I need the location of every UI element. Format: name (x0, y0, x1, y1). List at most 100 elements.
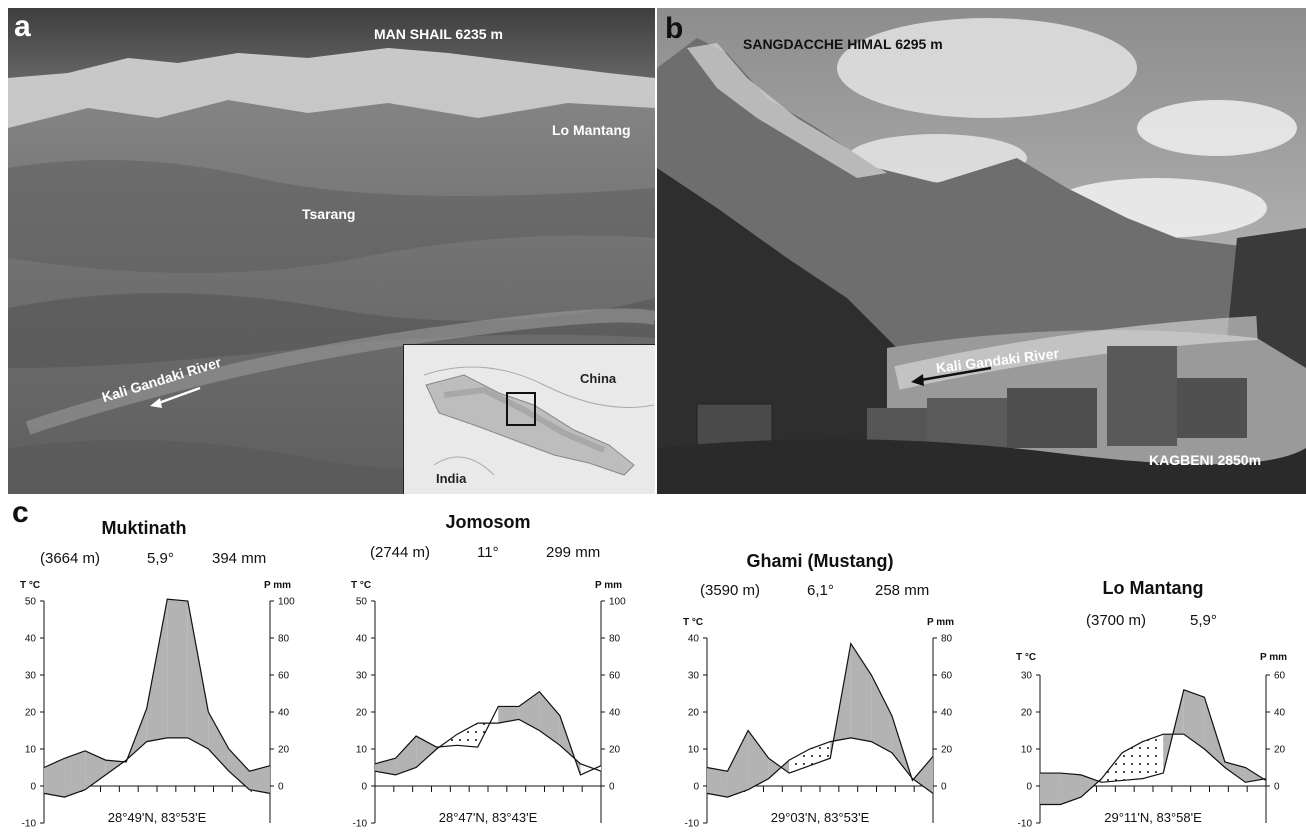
temp-tick-label: 40 (356, 634, 368, 645)
humid-area (498, 706, 519, 724)
precip-tick-label: 60 (1274, 671, 1286, 682)
station-info: 5,9° (147, 550, 174, 567)
axis-label-temp: T °C (1016, 652, 1036, 663)
temperature-line (1040, 733, 1267, 806)
humid-area (518, 691, 540, 731)
station-info: 5,9° (1190, 612, 1217, 629)
axis-label-temp: T °C (351, 580, 371, 591)
precipitation-line (374, 690, 602, 776)
humid-area (727, 730, 749, 798)
precip-tick-label: 100 (278, 597, 295, 608)
precip-tick-label: 80 (609, 634, 621, 645)
temp-tick-label: 0 (361, 782, 367, 793)
humid-area (187, 601, 209, 749)
axis-label-temp: T °C (20, 580, 40, 591)
axis-label-precip: P mm (1260, 652, 1287, 663)
precip-tick-label: 40 (941, 708, 953, 719)
precip-tick-label: 20 (941, 745, 953, 756)
temperature-line (706, 737, 934, 798)
temp-tick-label: 50 (25, 597, 37, 608)
station-info: 258 mm (875, 582, 929, 599)
humid-area (1040, 773, 1061, 805)
panel-letter-a: a (14, 10, 31, 43)
temp-tick-label: 20 (688, 708, 700, 719)
label-sangdacche-himal: SANGDACCHE HIMAL 6295 m (743, 36, 943, 52)
precip-tick-label: 20 (278, 745, 290, 756)
station-coordinates: 29°03'N, 83°53'E (771, 810, 870, 825)
precip-tick-label: 100 (609, 597, 626, 608)
humid-area (748, 730, 769, 790)
precipitation-line (1040, 689, 1267, 783)
precip-tick-label: 0 (278, 782, 284, 793)
temp-tick-label: 30 (688, 671, 700, 682)
humid-area (539, 691, 560, 746)
temp-tick-label: 40 (25, 634, 37, 645)
panel-letter-c: c (12, 496, 29, 529)
station-info: (3590 m) (700, 582, 760, 599)
temp-tick-label: -10 (353, 819, 368, 830)
inset-label-india: India (436, 471, 467, 486)
axis-label-precip: P mm (264, 580, 291, 591)
precip-tick-label: 20 (609, 745, 621, 756)
precip-tick-label: 0 (1274, 782, 1280, 793)
photo-panel-a: a MAN SHAIL 6235 m Lo Mantang Tsarang Ka… (8, 8, 655, 494)
precip-tick-label: 80 (941, 634, 953, 645)
precipitation-line (706, 641, 934, 782)
humid-area (249, 765, 270, 794)
humid-area (1224, 761, 1246, 783)
precip-tick-label: 0 (941, 782, 947, 793)
inset-label-china: China (580, 371, 617, 386)
temp-tick-label: 30 (25, 671, 37, 682)
temp-tick-label: 50 (356, 597, 368, 608)
arid-area (457, 723, 478, 748)
temperature-line (374, 718, 602, 776)
precip-tick-label: 60 (609, 671, 621, 682)
station-info: 299 mm (546, 544, 600, 561)
temp-tick-label: 40 (688, 634, 700, 645)
precip-tick-label: 40 (609, 708, 621, 719)
station-info: (2744 m) (370, 544, 430, 561)
precip-tick-label: 60 (941, 671, 953, 682)
temperature-line (43, 737, 271, 798)
station-info: 11° (477, 544, 499, 561)
label-lo-mantang: Lo Mantang (552, 122, 631, 138)
humid-area (167, 599, 188, 738)
precip-tick-label: 20 (1274, 745, 1286, 756)
precip-tick-label: 60 (278, 671, 290, 682)
temp-tick-label: 10 (356, 745, 368, 756)
humid-area (146, 599, 168, 742)
arid-area (1142, 734, 1164, 779)
precip-tick-label: 0 (609, 782, 615, 793)
temp-tick-label: -10 (22, 819, 37, 830)
chart-title: Ghami (Mustang) (747, 551, 894, 571)
temp-tick-label: 10 (25, 745, 37, 756)
temp-tick-label: 10 (1021, 745, 1033, 756)
humid-area (375, 758, 396, 775)
humid-area (395, 736, 417, 775)
temp-tick-label: 20 (356, 708, 368, 719)
axis-label-precip: P mm (927, 617, 954, 628)
temp-tick-label: 10 (688, 745, 700, 756)
station-coordinates: 28°47'N, 83°43'E (439, 810, 538, 825)
arid-area (1122, 741, 1143, 781)
precip-tick-label: 40 (278, 708, 290, 719)
humid-area (1060, 773, 1082, 805)
humid-area (1183, 689, 1205, 749)
precip-tick-label: 80 (278, 634, 290, 645)
humid-area (871, 675, 892, 753)
panel-letter-b: b (665, 12, 684, 45)
temp-tick-label: 0 (1026, 782, 1032, 793)
label-kagbeni: KAGBENI 2850m (1149, 452, 1262, 468)
temp-tick-label: 30 (1021, 671, 1033, 682)
temp-tick-label: 20 (25, 708, 37, 719)
river-arrow-b (911, 366, 992, 386)
label-tsarang: Tsarang (302, 206, 356, 222)
precipitation-line (43, 598, 271, 772)
humid-area (208, 712, 229, 772)
humid-area (912, 756, 933, 794)
chart-title: Muktinath (102, 518, 187, 538)
humid-area (228, 749, 250, 790)
label-man-shail: MAN SHAIL 6235 m (374, 26, 503, 42)
humid-area (416, 736, 437, 768)
